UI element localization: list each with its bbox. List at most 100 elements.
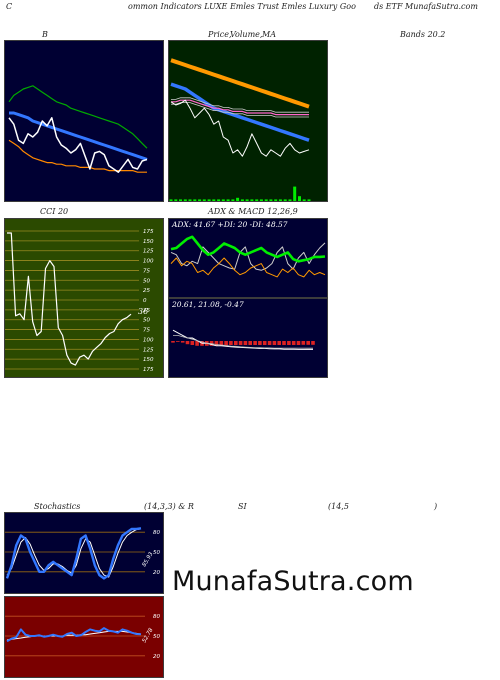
- cci-tick-label: 25: [143, 288, 150, 294]
- volume-bar: [221, 199, 225, 201]
- stoch-k-line: [5, 527, 142, 580]
- volume-bar: [183, 199, 187, 201]
- volume-bar: [207, 199, 211, 201]
- stoch-title-e: ): [434, 502, 438, 511]
- cci-tick-label: 150: [143, 239, 154, 245]
- band-middle-line: [9, 111, 148, 161]
- bands-b-title: B: [42, 30, 48, 39]
- volume-bar: [217, 199, 221, 201]
- rsi-line: [6, 627, 142, 643]
- volume-bar: [179, 199, 182, 201]
- stoch-tick-label: 50: [153, 550, 160, 556]
- volume-bar: [302, 199, 306, 201]
- rsi-panel: 80 50 20 52.78: [4, 596, 164, 678]
- cci-tick-label: 175: [143, 229, 154, 235]
- macd-histogram-bar: [190, 341, 195, 345]
- band-lower-line: [8, 139, 147, 173]
- cci-tick-label: 125: [143, 347, 154, 353]
- macd-histogram-bar: [195, 341, 199, 346]
- volume-bar: [278, 199, 282, 201]
- stoch-tick-label: 80: [153, 530, 160, 536]
- volume-bar: [283, 199, 287, 201]
- macd-histogram-bar: [180, 341, 185, 343]
- cci-svg: 175 150 125 100 75 50 25 0 25 50 75 100 125 150 175 36: [5, 229, 154, 373]
- minus-di-line: [170, 242, 326, 271]
- volume-bar: [226, 199, 230, 201]
- rsi-tick-label: 50: [153, 634, 160, 640]
- macd-histogram-bar: [291, 341, 296, 345]
- volume-bar: [212, 199, 216, 201]
- price-title-c: MA: [262, 30, 276, 39]
- volume-bar: [264, 199, 268, 201]
- stoch-title-b: (14,3,3) & R: [144, 502, 194, 511]
- cci-tick-label: 100: [143, 259, 154, 265]
- cci-tick-label: 125: [143, 249, 154, 255]
- bollinger-panel: [4, 40, 164, 202]
- price-line: [170, 99, 310, 157]
- macd-histogram-bar: [229, 341, 233, 345]
- adx-line: [170, 235, 326, 263]
- volume-bar: [240, 199, 244, 201]
- band-upper-line: [8, 85, 148, 149]
- macd-histogram-bar: [243, 341, 248, 345]
- stoch-title-d: (14,5: [328, 502, 349, 511]
- cci-line: [7, 232, 132, 366]
- macd-histogram-bar: [248, 341, 252, 345]
- rsi-tick-label: 80: [153, 614, 160, 620]
- cci-tick-label: 175: [143, 367, 154, 373]
- macd-panel: [168, 298, 328, 378]
- macd-svg: [171, 329, 315, 350]
- cci-tick-label: 50: [143, 278, 150, 284]
- stoch-panel: 80 50 20 85.93: [4, 512, 164, 594]
- ma-long-line: [170, 58, 310, 109]
- volume-bar: [250, 199, 254, 201]
- macd-readout: 20.61, 21.08, -0.47: [172, 300, 244, 309]
- watermark: MunafaSutra.com: [172, 566, 414, 597]
- macd-histogram-bar: [214, 341, 219, 346]
- cci-title: CCI 20: [40, 207, 69, 216]
- volume-bar: [255, 199, 259, 201]
- plus-di-line: [170, 257, 326, 278]
- ma-mid-line: [170, 82, 310, 142]
- ma-short-line: [171, 99, 309, 116]
- price-title-a: Price,: [208, 30, 232, 39]
- stoch-title-a: Stochastics: [34, 502, 81, 511]
- macd-signal-line: [173, 335, 313, 349]
- adx-title: ADX & MACD 12,26,9: [208, 207, 298, 216]
- volume-bar: [188, 199, 192, 201]
- cci-tick-label: 0: [143, 298, 147, 304]
- cci-tick-label: 100: [143, 337, 154, 343]
- cci-tick-label: 150: [143, 357, 154, 363]
- macd-histogram-bar: [224, 341, 228, 346]
- stoch-title-c: SI: [238, 502, 247, 511]
- volume-bar: [269, 199, 273, 201]
- macd-histogram-bar: [176, 341, 180, 342]
- cci-value-label: 36: [138, 307, 148, 316]
- macd-histogram-bar: [306, 341, 310, 345]
- volume-bar: [193, 199, 197, 201]
- volume-bar: [198, 199, 202, 201]
- macd-histogram-bar: [185, 341, 190, 345]
- macd-histogram-bar: [262, 341, 267, 345]
- macd-histogram-bar: [296, 341, 301, 345]
- volume-bar: [274, 199, 278, 201]
- stoch-svg: 80 50 20 85.93: [5, 527, 160, 580]
- macd-histogram-bar: [219, 341, 224, 346]
- volume-bar: [259, 199, 263, 201]
- macd-histogram-bar: [258, 341, 262, 345]
- adx-readout: ADX: 41.67 +DI: 20 -DI: 48.57: [172, 220, 288, 229]
- macd-histogram-bar: [272, 341, 277, 345]
- ma-envelope-upper-line: [171, 97, 309, 113]
- volume-bar: [231, 199, 235, 201]
- bands-right-title: Bands 20.2: [400, 30, 446, 39]
- macd-histogram-bar: [282, 341, 286, 345]
- price-title-b: Volume,: [230, 30, 263, 39]
- bollinger-svg: [8, 85, 148, 173]
- header-right: ds ETF MunafaSutra.com: [374, 2, 478, 11]
- adx-panel: [168, 218, 328, 298]
- macd-histogram-bar: [234, 341, 238, 345]
- price-close-line: [8, 117, 148, 173]
- volume-bar: [307, 199, 311, 201]
- volume-bar: [288, 199, 292, 201]
- volume-bar: [298, 196, 301, 201]
